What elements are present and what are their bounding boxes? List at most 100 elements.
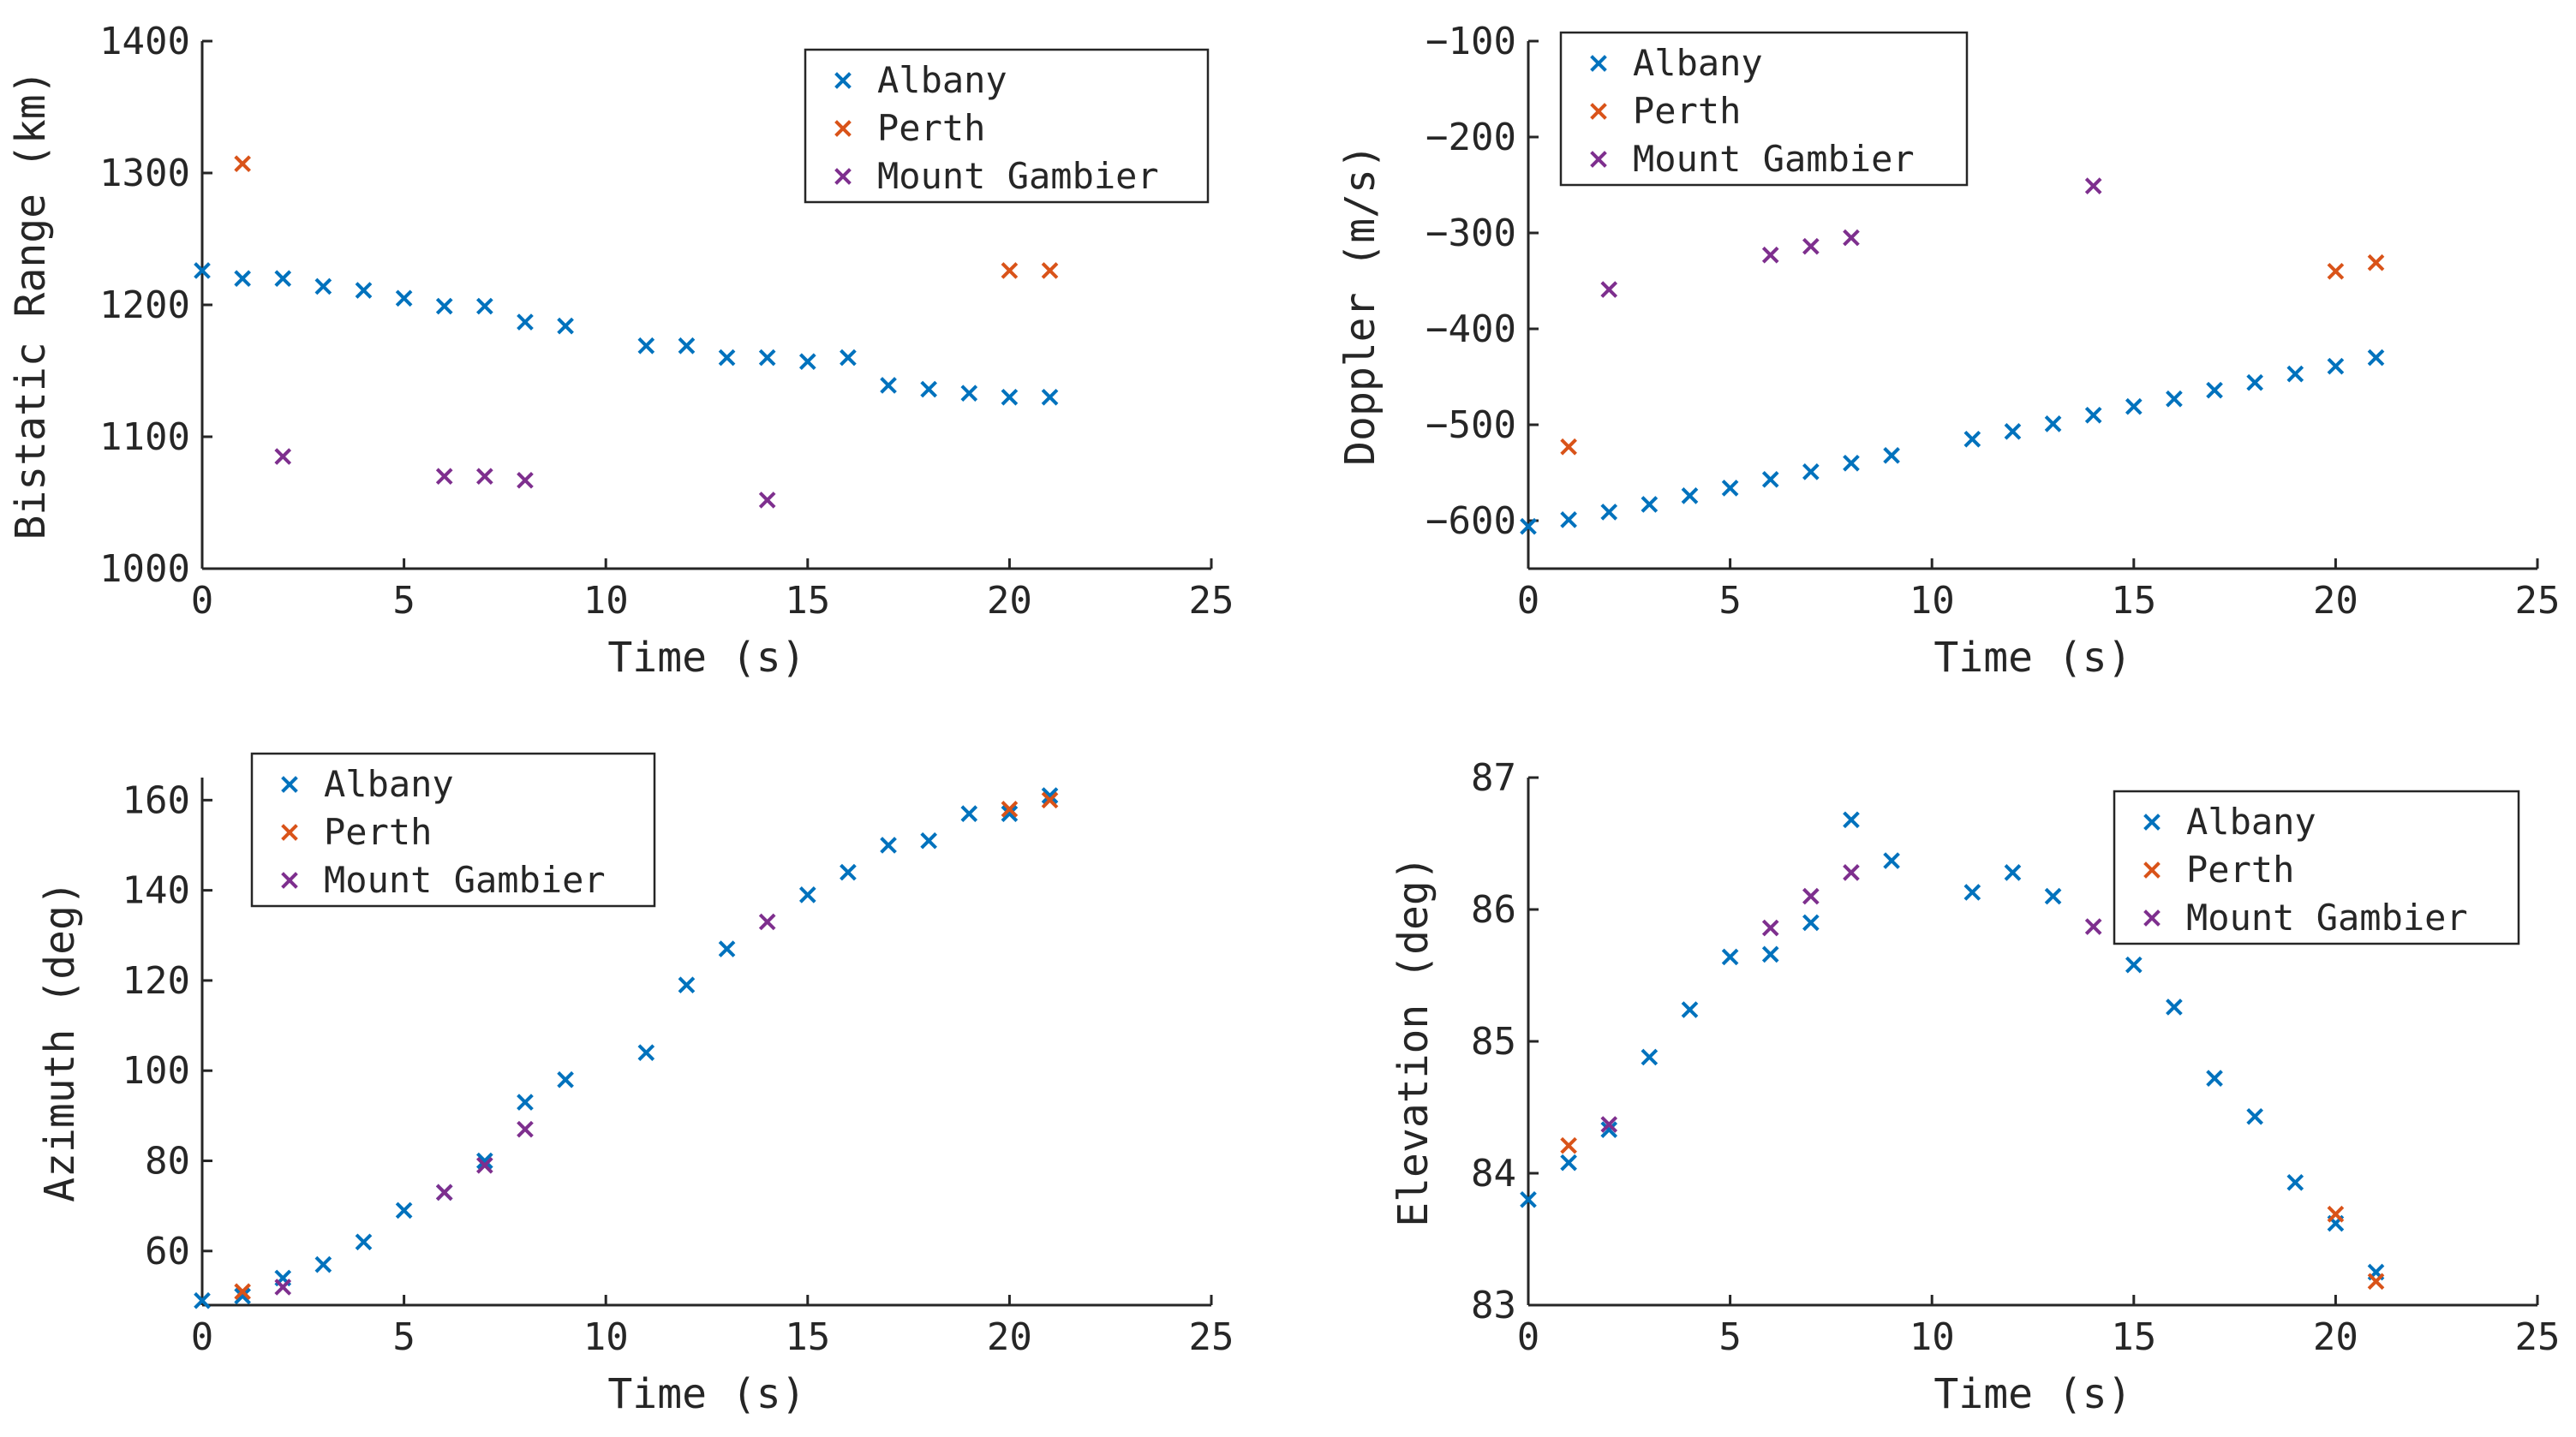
legend-marker xyxy=(834,168,852,185)
data-point xyxy=(2367,253,2385,271)
x-tick-label: 15 xyxy=(2111,1315,2156,1359)
data-point xyxy=(517,1094,534,1111)
x-axis-label: Time (s) xyxy=(1933,1370,2131,1418)
data-point xyxy=(1520,1190,1537,1208)
legend-label: Perth xyxy=(877,107,985,149)
x-tick-label: 0 xyxy=(191,1315,214,1359)
y-tick-label: −300 xyxy=(1425,212,1516,255)
y-tick-label: 160 xyxy=(123,778,190,822)
y-tick-label: −400 xyxy=(1425,307,1516,351)
data-point xyxy=(517,1120,534,1138)
data-point xyxy=(1761,246,1779,264)
data-point xyxy=(517,471,534,489)
data-point xyxy=(1560,1136,1577,1154)
legend-label: Mount Gambier xyxy=(2186,897,2468,939)
legend-marker xyxy=(834,120,852,137)
x-tick-label: 10 xyxy=(583,1315,629,1359)
x-tick-label: 5 xyxy=(392,1315,415,1359)
y-tick-label: 140 xyxy=(123,869,190,913)
data-point xyxy=(314,277,332,295)
series-perth xyxy=(234,155,1059,279)
data-point xyxy=(1883,852,1900,869)
data-point xyxy=(1600,281,1618,298)
data-point xyxy=(2327,262,2345,280)
x-axis-label: Time (s) xyxy=(607,1370,805,1418)
data-point xyxy=(476,1152,493,1170)
data-point xyxy=(920,832,937,850)
legend-label: Albany xyxy=(2186,801,2316,843)
x-tick-label: 25 xyxy=(1189,579,1234,623)
data-point xyxy=(395,289,413,307)
legend-marker xyxy=(281,824,298,841)
data-point xyxy=(1963,430,1981,448)
x-tick-label: 10 xyxy=(1910,579,1955,623)
data-point xyxy=(758,913,776,931)
legend: Albany Perth Mount Gambier xyxy=(2113,790,2520,945)
data-point xyxy=(1001,805,1019,822)
x-tick-label: 15 xyxy=(785,579,830,623)
data-point xyxy=(637,337,655,355)
legend-label: Perth xyxy=(1633,90,1741,132)
y-tick-label: 83 xyxy=(1471,1284,1516,1327)
x-tick-label: 0 xyxy=(1517,1315,1540,1359)
legend-marker xyxy=(2143,862,2161,879)
data-point xyxy=(2367,1273,2385,1291)
data-point xyxy=(2327,357,2345,375)
data-point xyxy=(960,805,978,822)
legend-marker xyxy=(281,872,298,889)
data-point xyxy=(2166,390,2183,408)
data-point xyxy=(395,1201,413,1219)
chart-bistatic-range: 0 5 10 15 20 25 1000 1100 1200 1300 1400 Time (s) Bi… xyxy=(7,20,1234,682)
x-axis-label: Time (s) xyxy=(607,634,805,682)
x-tick-label: 15 xyxy=(2111,579,2156,623)
data-point xyxy=(1721,948,1739,966)
legend-marker xyxy=(1590,55,1607,72)
data-point xyxy=(798,886,816,903)
legend-marker xyxy=(1590,103,1607,120)
x-tick-label: 25 xyxy=(2515,579,2561,623)
data-point xyxy=(435,297,453,315)
data-point xyxy=(1761,919,1779,937)
legend-marker xyxy=(1590,151,1607,168)
y-tick-label: 84 xyxy=(1471,1152,1516,1196)
data-point xyxy=(557,317,574,335)
legend-marker xyxy=(2143,909,2161,927)
data-point xyxy=(1001,262,1019,279)
data-point xyxy=(274,448,292,465)
legend-label: Albany xyxy=(877,59,1007,101)
data-point xyxy=(234,1287,251,1305)
x-tick-label: 20 xyxy=(987,579,1032,623)
data-point xyxy=(234,1283,251,1301)
data-point xyxy=(2367,349,2385,367)
x-tick-label: 15 xyxy=(785,1315,830,1359)
x-tick-label: 0 xyxy=(191,579,214,623)
legend-label: Perth xyxy=(324,811,432,853)
data-point xyxy=(960,385,978,402)
data-point xyxy=(476,468,493,486)
data-point xyxy=(355,282,373,299)
data-point xyxy=(1041,787,1059,804)
data-point xyxy=(678,337,696,355)
data-point xyxy=(798,353,816,371)
data-point xyxy=(1600,1116,1618,1133)
y-tick-label: 1100 xyxy=(99,415,190,459)
data-point xyxy=(2004,423,2022,440)
data-point xyxy=(194,262,211,279)
data-point xyxy=(1761,945,1779,963)
data-point xyxy=(1802,914,1820,932)
y-tick-label: 1000 xyxy=(99,547,190,591)
data-point xyxy=(758,349,776,367)
chart-elevation: 0 5 10 15 20 25 83 84 85 86 87 Time (s) Elevation (d… xyxy=(1390,756,2560,1418)
data-point xyxy=(274,1279,292,1296)
legend: Albany Perth Mount Gambier xyxy=(1559,31,1969,187)
y-tick-label: 85 xyxy=(1471,1020,1516,1064)
series-albany xyxy=(194,262,1059,406)
x-tick-label: 20 xyxy=(2313,1315,2358,1359)
chart-doppler: 0 5 10 15 20 25 −600 −500 −400 −300 −200 −100 Time (… xyxy=(1336,20,2560,682)
data-point xyxy=(1963,884,1981,901)
data-point xyxy=(1560,1154,1577,1172)
y-tick-label: 1400 xyxy=(99,20,190,63)
series-mount-gambier xyxy=(1600,864,2102,1133)
x-tick-label: 25 xyxy=(1189,1315,1234,1359)
